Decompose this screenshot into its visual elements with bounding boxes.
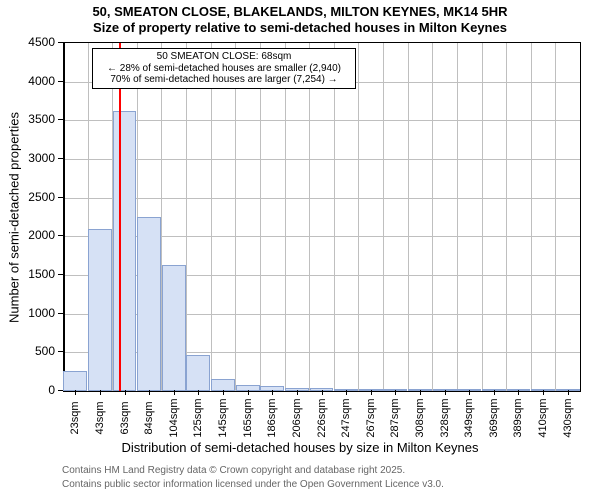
histogram-bar bbox=[113, 111, 137, 391]
x-tick-label: 369sqm bbox=[488, 378, 500, 458]
marker-line bbox=[119, 43, 121, 391]
x-tick-label: 328sqm bbox=[439, 378, 451, 458]
gridline-vertical bbox=[358, 43, 359, 391]
histogram-chart: 50, SMEATON CLOSE, BLAKELANDS, MILTON KE… bbox=[0, 0, 600, 500]
gridline-vertical bbox=[309, 43, 310, 391]
gridline-vertical bbox=[506, 43, 507, 391]
annotation-line-3: 70% of semi-detached houses are larger (… bbox=[97, 74, 351, 86]
histogram-bar bbox=[162, 265, 186, 391]
x-tick-label: 226sqm bbox=[316, 378, 328, 458]
annotation-line-2: ← 28% of semi-detached houses are smalle… bbox=[97, 63, 351, 75]
chart-title-line1: 50, SMEATON CLOSE, BLAKELANDS, MILTON KE… bbox=[0, 4, 600, 19]
annotation-line-1: 50 SMEATON CLOSE: 68sqm bbox=[97, 51, 351, 63]
gridline-vertical bbox=[186, 43, 187, 391]
y-tick-mark bbox=[58, 313, 63, 314]
x-tick-label: 267sqm bbox=[365, 378, 377, 458]
x-tick-label: 389sqm bbox=[512, 378, 524, 458]
gridline-vertical bbox=[555, 43, 556, 391]
y-tick-label: 1500 bbox=[19, 267, 55, 281]
x-tick-label: 165sqm bbox=[242, 378, 254, 458]
chart-title-line2: Size of property relative to semi-detach… bbox=[0, 20, 600, 35]
gridline-vertical bbox=[432, 43, 433, 391]
y-tick-label: 3500 bbox=[19, 112, 55, 126]
y-tick-label: 1000 bbox=[19, 306, 55, 320]
histogram-bar bbox=[137, 217, 161, 391]
x-tick-label: 63sqm bbox=[119, 378, 131, 458]
x-tick-label: 247sqm bbox=[340, 378, 352, 458]
gridline-horizontal bbox=[63, 159, 580, 160]
x-tick-label: 410sqm bbox=[537, 378, 549, 458]
x-tick-label: 23sqm bbox=[69, 378, 81, 458]
y-tick-mark bbox=[58, 351, 63, 352]
histogram-bar bbox=[88, 229, 112, 391]
gridline-horizontal bbox=[63, 120, 580, 121]
y-tick-label: 3000 bbox=[19, 151, 55, 165]
x-tick-label: 186sqm bbox=[266, 378, 278, 458]
x-tick-label: 430sqm bbox=[562, 378, 574, 458]
gridline-vertical bbox=[334, 43, 335, 391]
x-tick-label: 43sqm bbox=[94, 378, 106, 458]
y-tick-mark bbox=[58, 81, 63, 82]
y-axis-line bbox=[63, 43, 65, 391]
y-tick-label: 2000 bbox=[19, 228, 55, 242]
x-tick-label: 84sqm bbox=[143, 378, 155, 458]
y-tick-mark bbox=[58, 390, 63, 391]
y-tick-label: 0 bbox=[19, 383, 55, 397]
y-tick-mark bbox=[58, 274, 63, 275]
plot-area bbox=[63, 42, 581, 392]
y-tick-label: 500 bbox=[19, 344, 55, 358]
x-tick-label: 125sqm bbox=[192, 378, 204, 458]
x-tick-label: 104sqm bbox=[168, 378, 180, 458]
annotation-box: 50 SMEATON CLOSE: 68sqm← 28% of semi-det… bbox=[92, 48, 356, 89]
y-tick-label: 4500 bbox=[19, 35, 55, 49]
y-tick-mark bbox=[58, 158, 63, 159]
y-tick-mark bbox=[58, 235, 63, 236]
y-tick-mark bbox=[58, 197, 63, 198]
gridline-horizontal bbox=[63, 198, 580, 199]
gridline-vertical bbox=[235, 43, 236, 391]
gridline-vertical bbox=[482, 43, 483, 391]
gridline-vertical bbox=[211, 43, 212, 391]
gridline-vertical bbox=[260, 43, 261, 391]
y-tick-mark bbox=[58, 42, 63, 43]
footer-line-1: Contains HM Land Registry data © Crown c… bbox=[62, 465, 405, 476]
y-tick-label: 2500 bbox=[19, 190, 55, 204]
gridline-vertical bbox=[531, 43, 532, 391]
x-tick-label: 145sqm bbox=[217, 378, 229, 458]
gridline-vertical bbox=[457, 43, 458, 391]
footer-line-2: Contains public sector information licen… bbox=[62, 479, 444, 490]
gridline-vertical bbox=[285, 43, 286, 391]
x-tick-label: 206sqm bbox=[291, 378, 303, 458]
y-tick-label: 4000 bbox=[19, 74, 55, 88]
gridline-vertical bbox=[408, 43, 409, 391]
x-tick-label: 287sqm bbox=[389, 378, 401, 458]
y-tick-mark bbox=[58, 119, 63, 120]
gridline-vertical bbox=[383, 43, 384, 391]
x-tick-label: 308sqm bbox=[414, 378, 426, 458]
x-tick-label: 349sqm bbox=[463, 378, 475, 458]
